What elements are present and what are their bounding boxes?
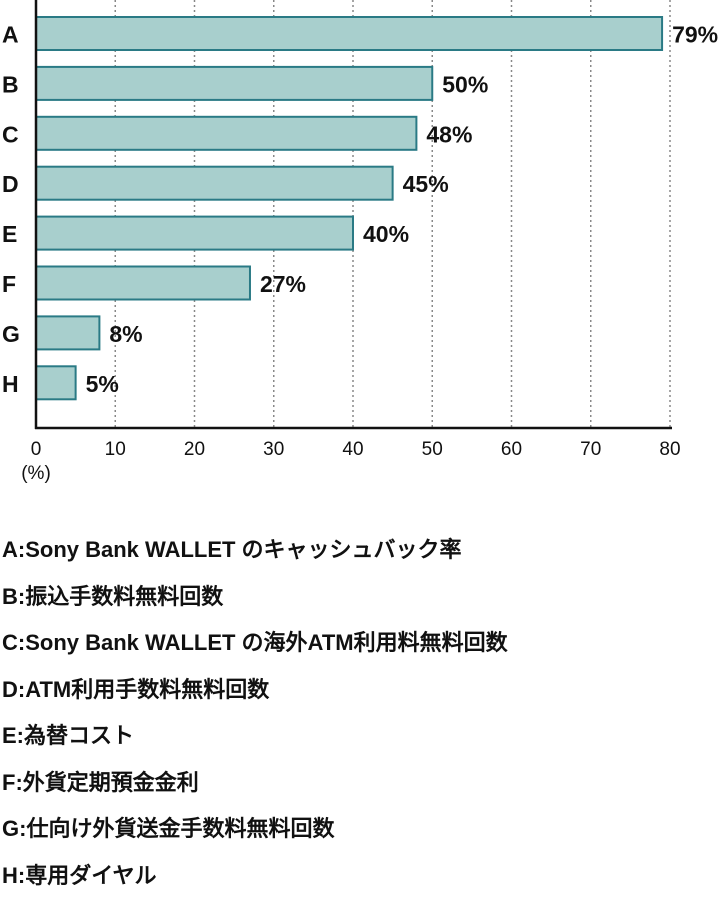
x-tick-label: 20 (184, 439, 205, 460)
x-axis-label: (%) (21, 463, 51, 484)
category-label: D (2, 171, 19, 197)
category-label: F (2, 271, 16, 297)
bar-g (36, 316, 99, 349)
category-label: E (2, 221, 17, 247)
data-label: 50% (442, 71, 488, 97)
data-label: 45% (403, 171, 449, 197)
x-tick-label: 70 (580, 439, 601, 460)
x-tick-label: 80 (659, 439, 680, 460)
x-tick-label: 30 (263, 439, 284, 460)
x-tick-label: 10 (105, 439, 126, 460)
data-label: 27% (260, 271, 306, 297)
x-tick-label: 60 (501, 439, 522, 460)
bar-h (36, 366, 76, 399)
data-label: 79% (672, 22, 718, 48)
category-label: B (2, 71, 19, 97)
legend-item-f: F:外貨定期預金金利 (2, 760, 508, 807)
bar-chart: 0 10 20 30 40 50 60 70 80 (%) A 79% B 50% C 48% D 45% E 40%… (0, 0, 728, 500)
bar-b (36, 67, 432, 100)
legend-item-g: G:仕向け外貨送金手数料無料回数 (2, 806, 508, 853)
bar-d (36, 167, 393, 200)
legend-item-c: C:Sony Bank WALLET の海外ATM利用料無料回数 (2, 620, 508, 667)
bar-e (36, 217, 353, 250)
bar-c (36, 117, 416, 150)
data-label: 5% (86, 371, 119, 397)
x-tick-label: 50 (422, 439, 443, 460)
x-tick-label: 0 (31, 439, 42, 460)
bar-a (36, 17, 662, 50)
category-label: H (2, 371, 19, 397)
data-label: 8% (109, 321, 142, 347)
category-label: G (2, 321, 20, 347)
data-label: 48% (426, 121, 472, 147)
legend-item-e: E:為替コスト (2, 713, 508, 760)
legend-item-b: B:振込手数料無料回数 (2, 574, 508, 621)
category-label: A (2, 22, 19, 48)
legend: A:Sony Bank WALLET のキャッシュバック率 B:振込手数料無料回… (2, 527, 508, 899)
legend-item-a: A:Sony Bank WALLET のキャッシュバック率 (2, 527, 508, 574)
legend-item-d: D:ATM利用手数料無料回数 (2, 667, 508, 714)
category-label: C (2, 121, 19, 147)
bar-f (36, 267, 250, 300)
x-tick-label: 40 (342, 439, 363, 460)
data-label: 40% (363, 221, 409, 247)
